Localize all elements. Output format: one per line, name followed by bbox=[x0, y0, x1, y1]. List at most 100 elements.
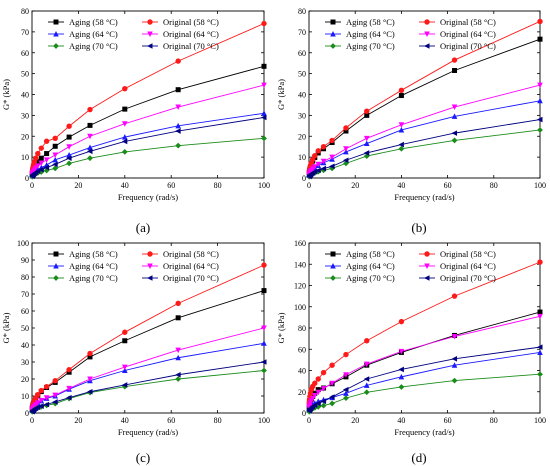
data-point bbox=[451, 362, 458, 368]
y-axis-label: G* (kPa) bbox=[1, 312, 11, 343]
data-point bbox=[363, 140, 370, 147]
x-tick-label: 40 bbox=[121, 416, 129, 425]
legend: Aging (58 °C) Original (58 °C) Aging (64 °… bbox=[325, 17, 496, 51]
data-point bbox=[66, 366, 72, 373]
x-tick-label: 40 bbox=[121, 181, 129, 190]
data-point bbox=[451, 130, 458, 136]
x-tick-label: 0 bbox=[30, 181, 34, 190]
data-point bbox=[66, 123, 72, 129]
data-point bbox=[52, 156, 58, 163]
y-tick-label: 70 bbox=[21, 290, 29, 299]
legend-label: Aging (58 °C) bbox=[346, 17, 395, 27]
legend: Aging (58 °C) Original (58 °C) Aging (64 °… bbox=[48, 17, 219, 51]
plot-frame bbox=[308, 242, 541, 414]
data-point bbox=[33, 155, 39, 161]
data-point bbox=[343, 146, 349, 152]
y-tick-label: 40 bbox=[298, 91, 306, 100]
data-point bbox=[66, 144, 72, 150]
legend-label: Aging (58 °C) bbox=[69, 249, 118, 259]
y-tick-label: 80 bbox=[21, 273, 29, 282]
data-point bbox=[398, 318, 405, 325]
x-tick-label: 40 bbox=[397, 181, 405, 190]
chart-panel-1: 0 20 40 60 80 100 0 10 20 30 40 50 60 70 80 Frequency (… bbox=[1, 7, 270, 235]
y-tick-label: 0 bbox=[302, 174, 306, 183]
data-point bbox=[35, 163, 41, 169]
y-tick-label: 60 bbox=[21, 49, 29, 58]
data-point bbox=[261, 63, 267, 69]
y-tick-label: 10 bbox=[21, 153, 29, 162]
data-point bbox=[398, 93, 404, 99]
x-axis-label: Frequency (rad/s) bbox=[394, 192, 454, 202]
data-point bbox=[175, 104, 181, 111]
data-point bbox=[43, 395, 50, 401]
data-point bbox=[398, 122, 405, 128]
legend-marker bbox=[330, 43, 336, 49]
y-axis-label: G* (kPa) bbox=[276, 312, 286, 343]
data-point bbox=[343, 395, 349, 402]
y-tick-label: 140 bbox=[294, 260, 306, 269]
data-point bbox=[175, 122, 181, 129]
y-tick-label: 10 bbox=[298, 153, 306, 162]
x-tick-label: 80 bbox=[214, 416, 222, 425]
data-point bbox=[311, 392, 318, 399]
y-tick-label: 40 bbox=[298, 367, 306, 376]
y-axis-label: G* (kPa) bbox=[1, 79, 11, 110]
data-point bbox=[343, 390, 349, 396]
data-point bbox=[38, 387, 44, 394]
data-point bbox=[320, 143, 327, 150]
x-tick-label: 100 bbox=[534, 416, 546, 425]
data-point bbox=[87, 388, 93, 395]
data-point bbox=[38, 166, 44, 173]
y-tick-label: 40 bbox=[21, 91, 29, 100]
data-point bbox=[261, 82, 267, 89]
data-point bbox=[175, 87, 181, 93]
x-axis-label: Frequency (rad/s) bbox=[118, 192, 178, 202]
y-tick-label: 20 bbox=[298, 132, 306, 141]
data-point bbox=[122, 364, 128, 371]
legend-label: Original (64 °C) bbox=[163, 29, 219, 39]
data-point bbox=[38, 155, 44, 161]
x-tick-label: 40 bbox=[397, 416, 405, 425]
legend-label: Original (64 °C) bbox=[440, 261, 496, 271]
data-point bbox=[122, 106, 128, 112]
legend-label: Original (70 °C) bbox=[163, 273, 219, 283]
data-point bbox=[315, 389, 322, 396]
y-tick-label: 20 bbox=[21, 375, 29, 384]
x-tick-label: 20 bbox=[74, 181, 82, 190]
legend-marker bbox=[424, 19, 430, 25]
data-point bbox=[43, 157, 50, 163]
data-point bbox=[342, 386, 349, 393]
data-point bbox=[175, 300, 181, 307]
data-point bbox=[312, 152, 318, 159]
legend-label: Aging (64 °C) bbox=[346, 29, 395, 39]
data-point bbox=[261, 340, 267, 346]
data-point bbox=[329, 163, 335, 170]
legend-marker bbox=[53, 251, 59, 257]
data-point bbox=[537, 309, 543, 315]
data-point bbox=[320, 165, 327, 172]
x-tick-label: 20 bbox=[351, 181, 359, 190]
legend-label: Aging (58 °C) bbox=[69, 17, 118, 27]
data-point bbox=[121, 149, 128, 155]
data-point bbox=[35, 400, 41, 406]
series-orig70 bbox=[306, 344, 543, 414]
data-point bbox=[398, 366, 404, 373]
legend-label: Aging (64 °C) bbox=[69, 261, 118, 271]
legend-marker bbox=[330, 263, 336, 269]
legend-marker bbox=[53, 275, 59, 281]
data-point bbox=[87, 133, 93, 140]
data-point bbox=[329, 400, 335, 407]
data-point bbox=[398, 348, 405, 355]
data-point bbox=[537, 36, 543, 42]
series-aging64 bbox=[306, 349, 543, 413]
series-aging64 bbox=[306, 97, 543, 178]
data-point bbox=[329, 137, 335, 144]
data-point bbox=[52, 392, 58, 399]
legend-marker bbox=[53, 31, 59, 37]
y-tick-label: 30 bbox=[298, 111, 306, 120]
y-tick-label: 20 bbox=[298, 388, 306, 397]
y-tick-label: 20 bbox=[21, 132, 29, 141]
legend-label: Original (70 °C) bbox=[440, 273, 496, 283]
series-line bbox=[308, 373, 541, 412]
